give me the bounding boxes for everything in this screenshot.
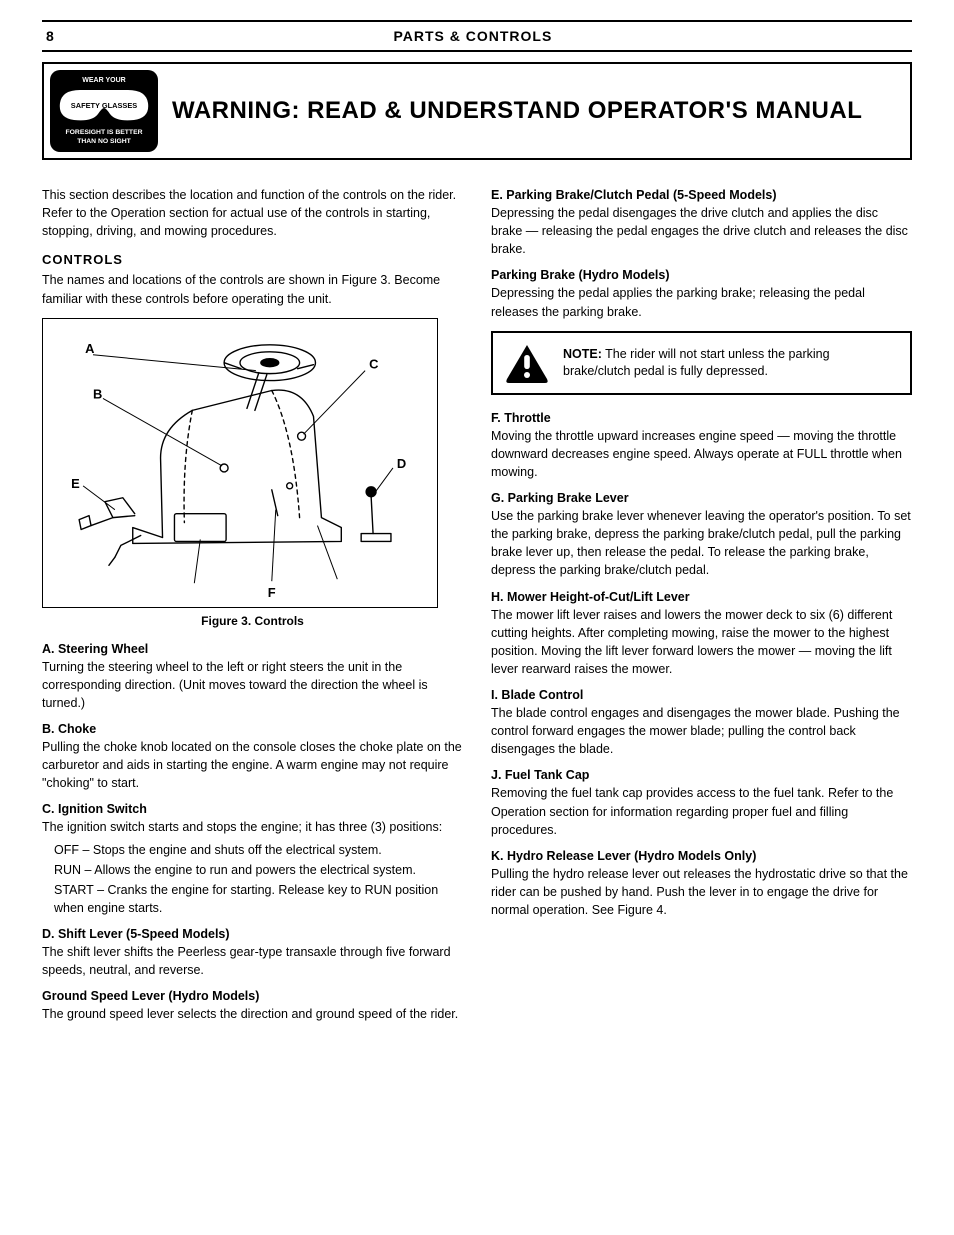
fig-label-d: D	[397, 456, 406, 471]
badge-text-mid: SAFETY GLASSES	[71, 101, 137, 110]
figure-3-box: A B C D E F	[42, 318, 438, 608]
control-j-head: J. Fuel Tank Cap	[491, 768, 912, 782]
control-f-para: Moving the throttle upward increases eng…	[491, 427, 912, 481]
fig-label-e: E	[71, 475, 80, 490]
note-text: NOTE: The rider will not start unless th…	[563, 346, 896, 380]
control-h-para: The mower lift lever raises and lowers t…	[491, 606, 912, 679]
page-header: 8 PARTS & CONTROLS	[42, 28, 912, 44]
figure-3-drawing: A B C D E F	[43, 319, 437, 607]
control-e-hydro-head: Parking Brake (Hydro Models)	[491, 268, 912, 282]
intro-paragraph: This section describes the location and …	[42, 186, 463, 240]
control-e-head: E. Parking Brake/Clutch Pedal (5-Speed M…	[491, 188, 912, 202]
control-i-head: I. Blade Control	[491, 688, 912, 702]
page-number: 8	[46, 28, 54, 44]
warning-banner: WEAR YOUR SAFETY GLASSES FORESIGHT IS BE…	[42, 62, 912, 160]
right-column: E. Parking Brake/Clutch Pedal (5-Speed M…	[491, 180, 912, 1033]
note-body: The rider will not start unless the park…	[563, 347, 830, 378]
control-d-head: D. Shift Lever (5-Speed Models)	[42, 927, 463, 941]
header-title: PARTS & CONTROLS	[54, 28, 892, 44]
controls-paragraph: The names and locations of the controls …	[42, 271, 463, 307]
figure-3-caption: Figure 3. Controls	[42, 614, 463, 628]
control-c-head: C. Ignition Switch	[42, 802, 463, 816]
badge-text-bot1: FORESIGHT IS BETTER	[65, 129, 142, 136]
fig-label-a: A	[85, 340, 94, 355]
control-a-para: Turning the steering wheel to the left o…	[42, 658, 463, 712]
control-e-para: Depressing the pedal disengages the driv…	[491, 204, 912, 258]
warning-icon	[505, 343, 549, 383]
switch-run: RUN – Allows the engine to run and power…	[54, 861, 463, 879]
badge-text-bot2: THAN NO SIGHT	[77, 138, 131, 145]
control-k-head: K. Hydro Release Lever (Hydro Models Onl…	[491, 849, 912, 863]
control-e-hydro-para: Depressing the pedal applies the parking…	[491, 284, 912, 320]
control-j-para: Removing the fuel tank cap provides acce…	[491, 784, 912, 838]
note-box: NOTE: The rider will not start unless th…	[491, 331, 912, 395]
switch-off: OFF – Stops the engine and shuts off the…	[54, 841, 463, 859]
fig-label-c: C	[369, 356, 378, 371]
header-rule-top	[42, 20, 912, 22]
control-g-head: G. Parking Brake Lever	[491, 491, 912, 505]
control-h-head: H. Mower Height-of-Cut/Lift Lever	[491, 590, 912, 604]
control-a-head: A. Steering Wheel	[42, 642, 463, 656]
header-rule-bottom	[42, 50, 912, 52]
control-b-para: Pulling the choke knob located on the co…	[42, 738, 463, 792]
banner-text: WARNING: READ & UNDERSTAND OPERATOR'S MA…	[172, 97, 862, 125]
safety-glasses-badge: WEAR YOUR SAFETY GLASSES FORESIGHT IS BE…	[50, 70, 158, 152]
control-d-gsl-para: The ground speed lever selects the direc…	[42, 1005, 463, 1023]
control-k-para: Pulling the hydro release lever out rele…	[491, 865, 912, 919]
control-d-gsl-head: Ground Speed Lever (Hydro Models)	[42, 989, 463, 1003]
control-f-head: F. Throttle	[491, 411, 912, 425]
badge-text-top: WEAR YOUR	[82, 77, 125, 84]
control-b-head: B. Choke	[42, 722, 463, 736]
note-label: NOTE:	[563, 347, 602, 361]
control-c-para: The ignition switch starts and stops the…	[42, 818, 463, 836]
control-d-para: The shift lever shifts the Peerless gear…	[42, 943, 463, 979]
body-columns: This section describes the location and …	[42, 180, 912, 1033]
control-i-para: The blade control engages and disengages…	[491, 704, 912, 758]
fig-label-f: F	[268, 585, 276, 600]
control-g-para: Use the parking brake lever whenever lea…	[491, 507, 912, 580]
left-column: This section describes the location and …	[42, 180, 463, 1033]
switch-start: START – Cranks the engine for starting. …	[54, 881, 463, 917]
controls-title: CONTROLS	[42, 252, 463, 267]
fig-label-b: B	[93, 386, 102, 401]
